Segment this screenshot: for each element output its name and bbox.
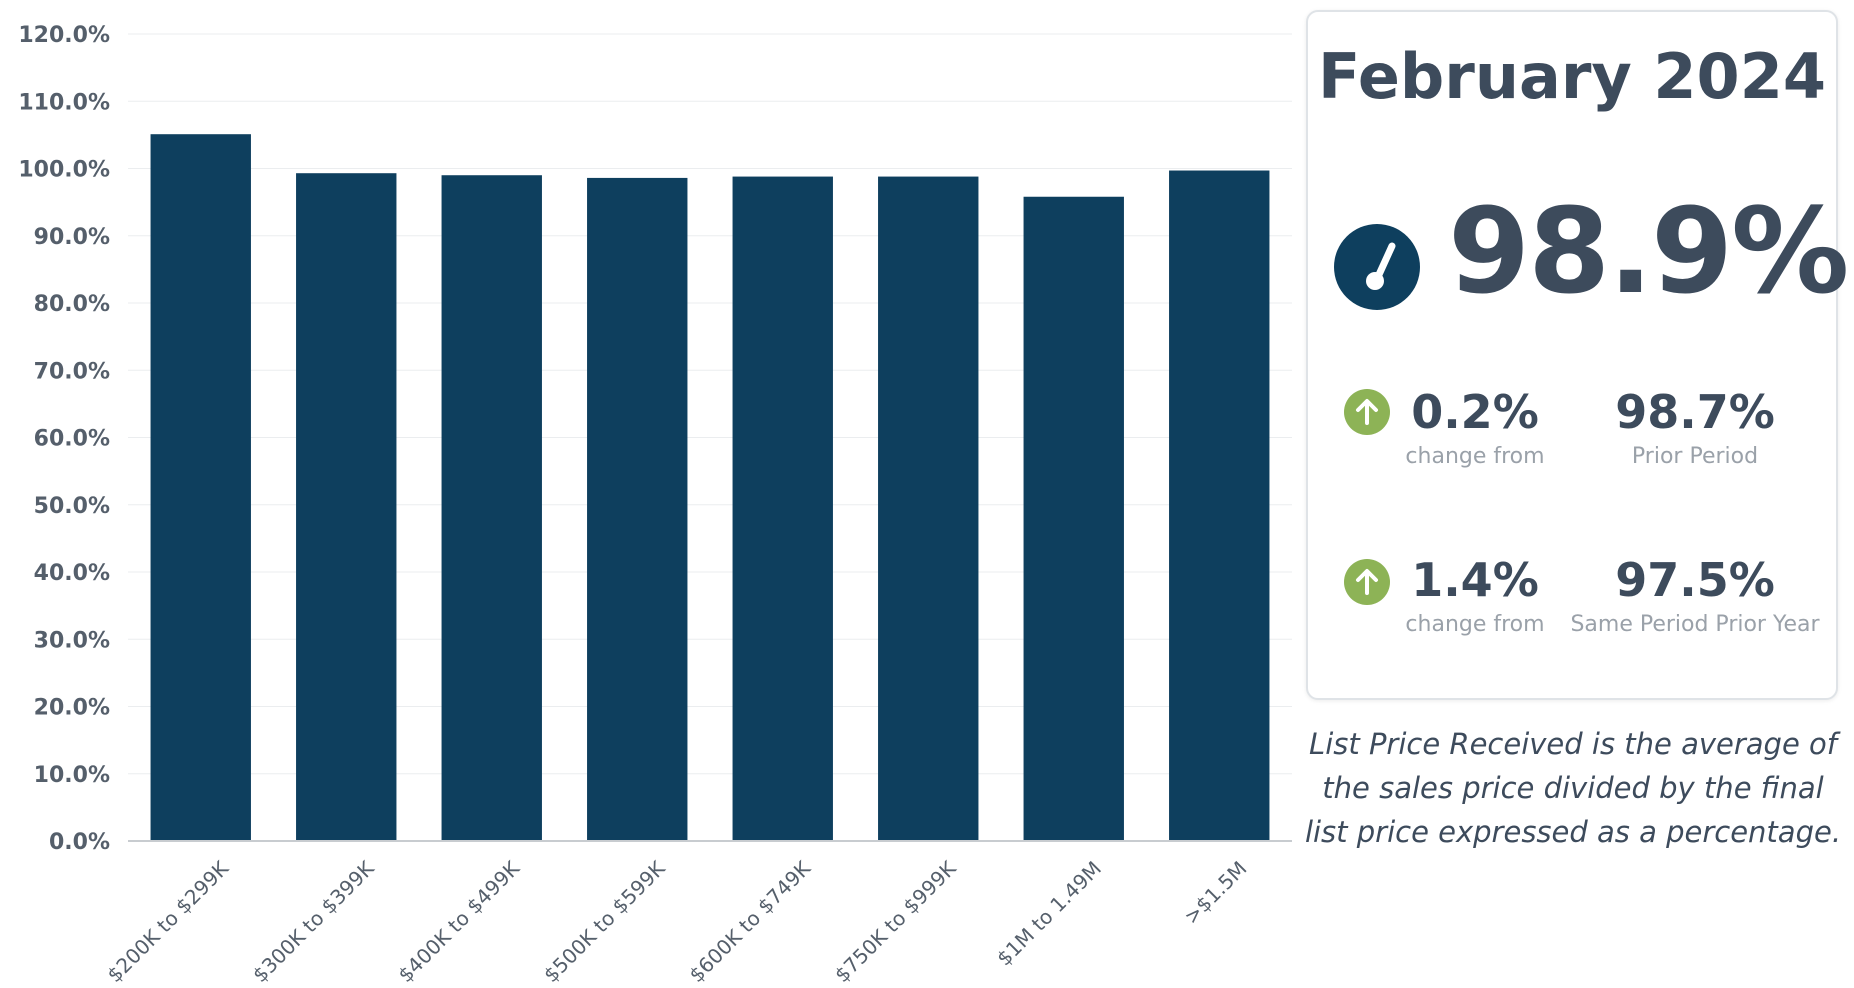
y-tick-label: 110.0%	[18, 90, 110, 115]
change-value: 1.4%	[1411, 553, 1539, 607]
change-value: 0.2%	[1411, 385, 1539, 439]
y-tick-label: 120.0%	[18, 23, 110, 48]
compare-value: 97.5%	[1615, 553, 1775, 607]
summary-card: February 2024 98.9% 0.2% change from 98.…	[1306, 10, 1849, 700]
compare-stat-prior-year: 97.5% Same Period Prior Year	[1570, 552, 1820, 642]
bar	[587, 177, 688, 842]
bar	[1169, 170, 1270, 841]
bar	[1023, 196, 1124, 841]
x-tick-label: $300K to $399K	[248, 856, 379, 987]
y-tick-label: 70.0%	[34, 359, 110, 384]
bars	[150, 134, 1270, 842]
x-tick-label: >$1.5M	[1179, 856, 1252, 929]
bar	[732, 176, 833, 841]
arrow-up-icon	[1344, 389, 1390, 435]
x-tick-label: $750K to $999K	[830, 856, 961, 987]
x-tick-label: $600K to $749K	[684, 856, 815, 987]
x-tick-label: $500K to $599K	[539, 856, 670, 987]
y-tick-label: 0.0%	[49, 830, 110, 855]
x-tick-label: $400K to $499K	[393, 856, 524, 987]
compare-label: Same Period Prior Year	[1570, 612, 1820, 637]
x-tick-label: $1M to 1.49M	[992, 856, 1106, 970]
change-stat-prior-year: 1.4% change from	[1400, 552, 1550, 642]
headline-value: 98.9%	[1448, 182, 1849, 320]
bar	[150, 134, 251, 841]
change-label: change from	[1405, 444, 1545, 469]
y-tick-label: 40.0%	[34, 561, 110, 586]
compare-label: Prior Period	[1631, 444, 1759, 469]
x-tick-label: $200K to $299K	[102, 856, 233, 987]
y-tick-label: 10.0%	[34, 763, 110, 788]
y-tick-label: 50.0%	[34, 494, 110, 519]
y-tick-label: 20.0%	[34, 696, 110, 721]
y-tick-label: 60.0%	[34, 427, 110, 452]
x-axis-ticks: $200K to $299K $300K to $399K $400K to $49…	[102, 856, 1251, 987]
y-axis-ticks: 0.0% 10.0% 20.0% 30.0% 40.0% 50.0% 60.0% 70.0% 8…	[18, 23, 110, 855]
gauge-icon	[1334, 224, 1420, 310]
bar-chart: 0.0% 10.0% 20.0% 30.0% 40.0% 50.0% 60.0% 70.0% 8…	[18, 23, 1292, 987]
compare-stat-prior-period: 98.7% Prior Period	[1570, 384, 1820, 474]
arrow-up-icon	[1344, 559, 1390, 605]
bar	[441, 175, 542, 842]
compare-value: 98.7%	[1615, 385, 1775, 439]
bar	[296, 173, 397, 841]
change-stat-prior-period: 0.2% change from	[1400, 384, 1550, 474]
y-tick-label: 30.0%	[34, 628, 110, 653]
change-label: change from	[1405, 612, 1545, 637]
y-tick-label: 100.0%	[18, 158, 110, 183]
bar	[878, 176, 979, 841]
metric-description: List Price Received is the average of th…	[1304, 727, 1842, 849]
y-tick-label: 90.0%	[34, 225, 110, 250]
y-tick-label: 80.0%	[34, 292, 110, 317]
card-title: February 2024	[1318, 40, 1826, 113]
